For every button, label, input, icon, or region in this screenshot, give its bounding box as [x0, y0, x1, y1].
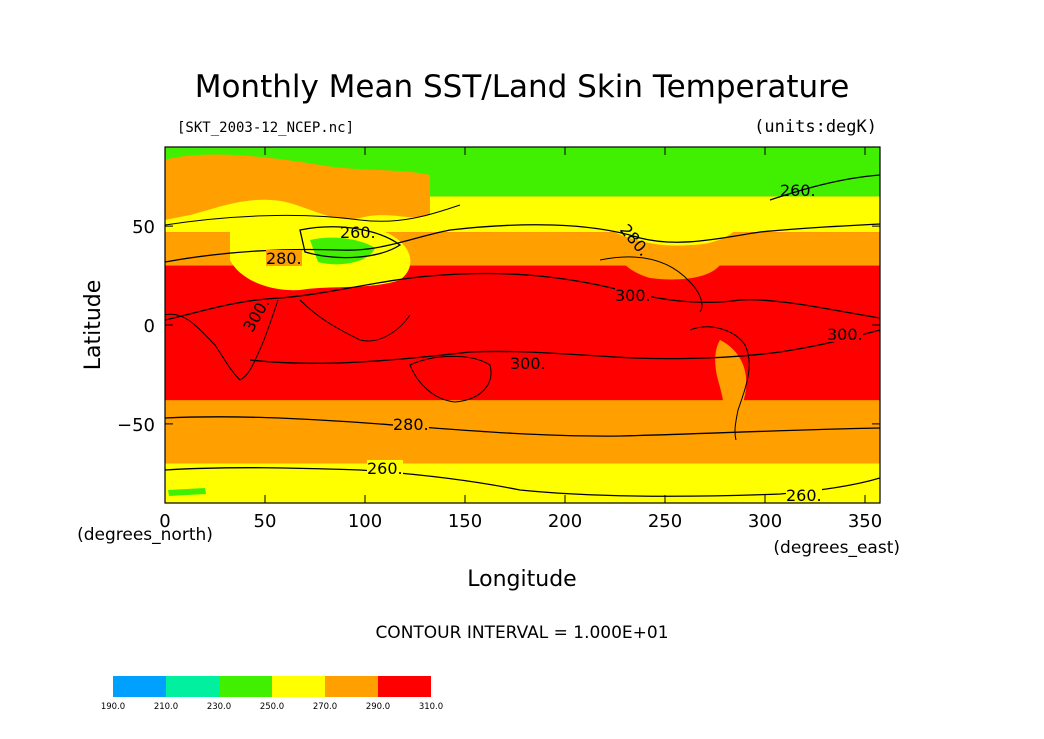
- contour-260-asia: [299, 226, 402, 259]
- contour-280-north: [165, 223, 880, 263]
- antarctic-margin: [165, 470, 880, 503]
- coastlines: [165, 204, 750, 441]
- colorbar-segment-5: [378, 676, 431, 697]
- colorbar-label-3: 250.0: [260, 702, 284, 712]
- x-unit-label: (degrees_east): [773, 538, 900, 558]
- x-tick-label-0: 0: [159, 511, 170, 532]
- contour-label-280-asia: 280.: [266, 249, 302, 268]
- antarctic-cold-patch: [168, 488, 206, 496]
- coast-eurasia-north: [165, 204, 461, 226]
- contour-label-260-greenland: 260.: [780, 181, 816, 200]
- x-axis-title: Longitude: [467, 567, 576, 592]
- contour-interval-note: CONTOUR INTERVAL = 1.000E+01: [375, 623, 668, 643]
- colorbar-segment-2: [219, 676, 272, 697]
- colorbar-segment-3: [272, 676, 325, 697]
- contour-label-300-north: 300.: [615, 286, 651, 305]
- y-unit-label: (degrees_north): [77, 525, 213, 545]
- y-tick-label-0: 0: [144, 316, 155, 337]
- y-tick-label-50: 50: [132, 217, 155, 238]
- x-tick-label-100: 100: [348, 511, 382, 532]
- x-tick-label-250: 250: [648, 511, 682, 532]
- colorbar-label-6: 310.0: [419, 702, 443, 712]
- contour-lines: [165, 174, 880, 497]
- north-america-mid: [619, 248, 720, 280]
- units-label: (units:degK): [754, 117, 877, 137]
- contour-280-south: [165, 416, 880, 437]
- file-label: [SKT_2003-12_NCEP.nc]: [177, 120, 354, 136]
- colorbar-label-0: 190.0: [101, 702, 125, 712]
- contour-label-260-antarctic: 260.: [786, 486, 822, 505]
- eurasia-cold-zone: [165, 154, 430, 220]
- colorbar: 190.0 210.0 230.0 250.0 270.0 290.0 310.0: [101, 676, 443, 712]
- colorbar-label-4: 270.0: [313, 702, 337, 712]
- contour-label-300-atlantic: 300.: [827, 325, 863, 344]
- map-plot: 280. 260. 260. 300. 300. 300. 280. 260. …: [165, 147, 880, 505]
- coast-australia: [409, 355, 492, 403]
- x-tick-label-50: 50: [254, 511, 277, 532]
- x-tick-label-200: 200: [548, 511, 582, 532]
- colorbar-label-1: 210.0: [154, 702, 178, 712]
- y-tick-label--50: −50: [117, 415, 155, 436]
- colorbar-label-2: 230.0: [207, 702, 231, 712]
- contour-300-north: [165, 272, 880, 321]
- contour-label-280-south: 280.: [393, 415, 429, 434]
- contour-label-300-pacific: 300.: [510, 354, 546, 373]
- x-tick-label-150: 150: [448, 511, 482, 532]
- contour-300-south: [249, 329, 880, 364]
- colorbar-label-5: 290.0: [366, 702, 390, 712]
- band-4: [165, 400, 880, 464]
- chart-title: Monthly Mean SST/Land Skin Temperature: [195, 69, 850, 105]
- coast-africa: [165, 299, 279, 381]
- y-axis-title: Latitude: [81, 280, 106, 371]
- andes-region: [715, 340, 747, 440]
- x-tick-label-300: 300: [748, 511, 782, 532]
- colorbar-segment-4: [325, 676, 378, 697]
- contour-label-260-south: 260.: [367, 459, 403, 478]
- x-tick-label-350: 350: [848, 511, 882, 532]
- coast-south-asia: [299, 299, 411, 342]
- temperature-bands: [165, 147, 880, 503]
- colorbar-segment-0: [113, 676, 166, 697]
- colorbar-segment-1: [166, 676, 219, 697]
- contour-label-260-asia: 260.: [340, 223, 376, 242]
- x-axis: 0 50 100 150 200 250 300 350: [159, 147, 882, 532]
- contour-260-greenland: [769, 174, 880, 201]
- coast-north-america: [599, 256, 703, 313]
- y-axis: −50 0 50: [117, 217, 880, 436]
- coast-south-america: [689, 326, 750, 441]
- north-america-cold: [600, 203, 741, 246]
